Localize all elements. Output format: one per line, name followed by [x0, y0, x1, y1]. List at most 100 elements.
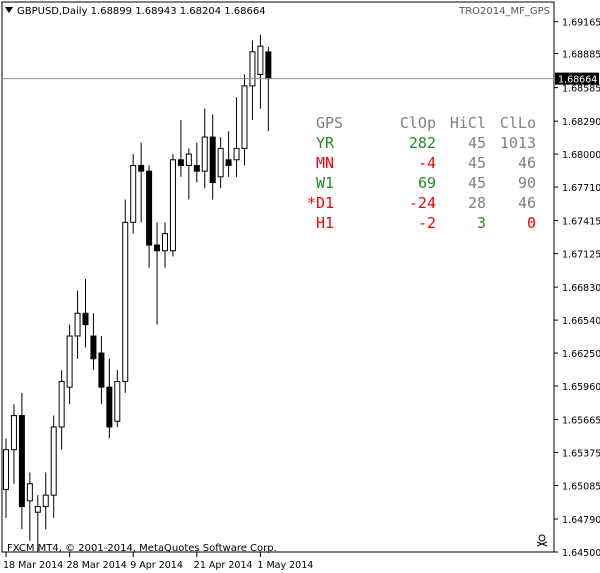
- candle-body-bear: [193, 164, 200, 172]
- candle: [26, 472, 33, 541]
- price-tick-label: 1.64790: [562, 515, 600, 526]
- candle: [154, 222, 161, 325]
- gps-cell-cllo: 1013: [500, 134, 536, 152]
- candle-body-bull: [74, 312, 81, 337]
- gps-row-label: W1: [316, 174, 334, 192]
- gps-header: HiCl: [450, 114, 486, 132]
- gps-cell-hicl: 28: [468, 194, 486, 212]
- candle-body-bull: [3, 449, 9, 490]
- candle: [257, 34, 264, 109]
- price-tick-label: 1.67415: [562, 217, 600, 228]
- candle: [146, 165, 153, 268]
- candle: [249, 40, 256, 120]
- symbol-info: GBPUSD,Daily 1.68899 1.68943 1.68204 1.6…: [17, 6, 266, 17]
- candle-body-bear: [82, 312, 89, 326]
- gps-header: ClOp: [400, 114, 436, 132]
- candle-body-bull: [34, 506, 41, 513]
- candle: [185, 148, 192, 200]
- gps-cell-hicl: 45: [468, 154, 486, 172]
- candle: [82, 279, 89, 348]
- candle: [201, 108, 208, 189]
- plot-frame: [1, 1, 555, 553]
- gps-header: GPS: [316, 114, 343, 132]
- candle: [162, 222, 168, 268]
- gps-cell-cllo: 90: [518, 174, 536, 192]
- candle: [74, 290, 81, 359]
- candle: [209, 114, 216, 200]
- price-tick-label: 1.67710: [562, 183, 600, 194]
- candle-body-bear: [138, 164, 145, 172]
- price-tick-label: 1.68885: [562, 49, 600, 60]
- candle: [233, 97, 240, 177]
- candle: [225, 131, 232, 177]
- price-tick-label: 1.65960: [562, 382, 600, 393]
- candle: [114, 370, 121, 427]
- candle-body-bear: [177, 159, 184, 166]
- candle-body-bull: [185, 153, 192, 166]
- candle: [18, 392, 25, 530]
- gps-cell-hicl: 3: [477, 214, 486, 232]
- gps-cell-clop: -4: [418, 154, 436, 172]
- candle-body-bull: [130, 164, 137, 223]
- price-tick-label: 1.65375: [562, 449, 600, 460]
- price-tick-label: 1.68585: [562, 84, 600, 95]
- candle-body-bear: [154, 244, 161, 252]
- triangle-down-icon[interactable]: [5, 7, 13, 13]
- candle: [42, 472, 49, 530]
- candle-body-bull: [162, 233, 168, 252]
- candle: [98, 336, 105, 405]
- candle-body-bull: [114, 380, 121, 422]
- candle-body-bear: [98, 352, 105, 388]
- gps-cell-clop: 282: [409, 134, 436, 152]
- time-tick-label: 18 Mar 2014: [3, 560, 63, 571]
- candle-body-bull: [42, 494, 49, 508]
- candle: [10, 404, 17, 484]
- time-axis: 18 Mar 2014 28 Mar 2014 9 Apr 2014 21 Apr 2…: [3, 552, 313, 571]
- candle-body-bear: [90, 335, 97, 360]
- candle-body-bull: [169, 159, 176, 252]
- candle: [122, 199, 129, 393]
- candle-body-bull: [257, 45, 264, 76]
- candle-body-bull: [58, 380, 65, 428]
- price-tick-label: 1.66540: [562, 316, 600, 327]
- price-tick-label: 1.68290: [562, 117, 600, 128]
- price-tick-label: 1.65665: [562, 416, 600, 427]
- current-price-box: [555, 72, 599, 85]
- candle: [241, 74, 248, 166]
- copyright-text: FXCM MT4, © 2001-2014, MetaQuotes Softwa…: [7, 543, 277, 554]
- candle-body-bear: [106, 386, 113, 428]
- gps-header: ClLo: [500, 114, 536, 132]
- candles-layer: [3, 34, 272, 552]
- candle-body-bull: [122, 221, 129, 382]
- current-price-label: 1.68664: [558, 75, 597, 86]
- candle-body-bull: [50, 426, 57, 496]
- candle-body-bear: [146, 170, 153, 246]
- candle-body-bear: [225, 159, 232, 166]
- candle-body-bull: [249, 51, 256, 87]
- price-tick-label: 1.66830: [562, 283, 600, 294]
- skull-icon: [536, 534, 548, 547]
- candle-body-bull: [233, 147, 240, 161]
- gps-cell-clop: -2: [418, 214, 436, 232]
- price-tick-label: 1.65085: [562, 481, 600, 492]
- candle: [50, 415, 57, 518]
- time-tick-label: 21 Apr 2014: [194, 560, 253, 571]
- candle-body-bull: [217, 147, 224, 178]
- gps-cell-cllo: 0: [527, 214, 536, 232]
- candle-body-bull: [10, 415, 17, 451]
- candle-body-bull: [26, 483, 33, 502]
- price-tick-label: 1.67125: [562, 250, 600, 261]
- indicator-name: TRO2014_MF_GPS: [458, 6, 550, 17]
- candle: [169, 154, 176, 257]
- candle: [138, 142, 145, 223]
- time-tick-label: 1 May 2014: [257, 560, 313, 571]
- gps-cell-clop: -24: [409, 194, 436, 212]
- gps-row-label: H1: [316, 214, 334, 232]
- gps-cell-hicl: 45: [468, 174, 486, 192]
- candle: [106, 358, 113, 439]
- candle: [130, 154, 137, 234]
- candle-body-bull: [66, 335, 73, 388]
- candle: [193, 142, 200, 183]
